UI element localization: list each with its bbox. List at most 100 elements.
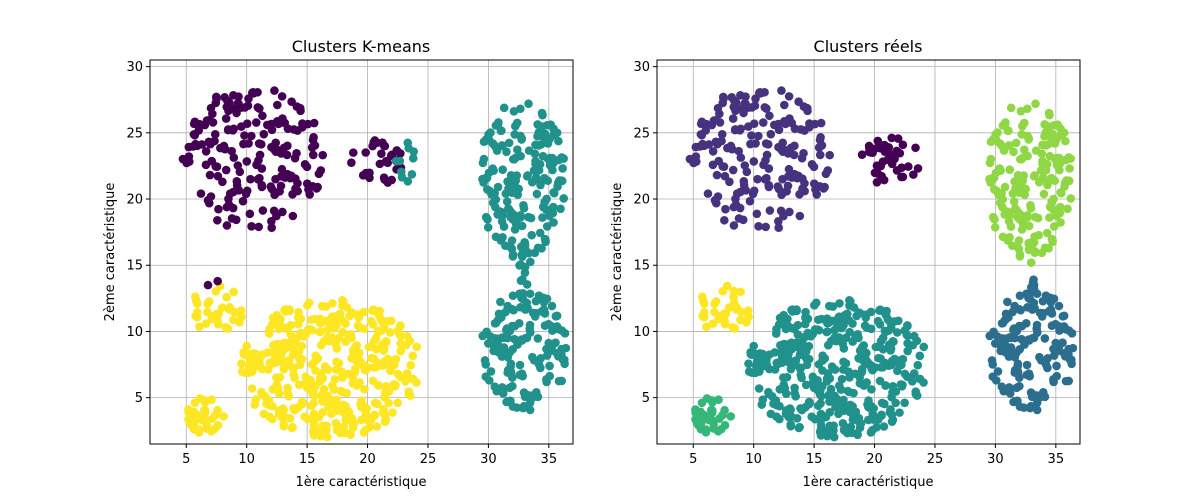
scatter-point — [241, 189, 251, 199]
scatter-point — [503, 352, 513, 362]
scatter-point — [347, 413, 357, 423]
scatter-point — [478, 158, 488, 168]
scatter-point — [782, 372, 792, 382]
scatter-point — [1011, 184, 1020, 193]
scatter-point — [855, 373, 865, 382]
scatter-point — [311, 366, 320, 375]
scatter-point — [900, 369, 910, 379]
scatter-point — [771, 396, 781, 405]
scatter-point — [761, 139, 771, 148]
scatter-point — [1049, 294, 1059, 304]
scatter-point — [1010, 365, 1020, 375]
scatter-point — [1064, 176, 1074, 186]
scatter-point — [542, 222, 552, 231]
scatter-point — [263, 365, 273, 374]
scatter-point — [275, 372, 285, 382]
scatter-point — [558, 164, 567, 173]
scatter-point — [861, 313, 871, 322]
scatter-point — [294, 380, 304, 390]
scatter-point — [802, 360, 812, 370]
scatter-point — [816, 118, 826, 128]
scatter-point — [1000, 210, 1009, 219]
scatter-point — [203, 195, 213, 205]
scatter-point — [545, 361, 554, 371]
scatter-point — [827, 362, 837, 371]
scatter-point — [772, 412, 781, 421]
scatter-point — [383, 317, 393, 326]
scatter-point — [829, 421, 838, 430]
scatter-point — [766, 129, 776, 139]
y-tick-label: 10 — [633, 325, 650, 340]
scatter-point — [816, 132, 825, 142]
scatter-point — [820, 182, 829, 192]
scatter-point — [815, 150, 825, 160]
scatter-point — [809, 179, 819, 188]
scatter-point — [281, 307, 290, 316]
scatter-point — [730, 125, 740, 134]
scatter-point — [508, 402, 518, 411]
scatter-point — [879, 422, 889, 431]
scatter-point — [776, 206, 786, 216]
scatter-point — [1012, 383, 1021, 393]
scatter-point — [718, 162, 728, 171]
scatter-point — [758, 118, 768, 127]
scatter-point — [322, 393, 331, 403]
scatter-point — [519, 401, 529, 411]
scatter-point — [709, 424, 718, 433]
scatter-point — [741, 92, 750, 101]
scatter-point — [717, 130, 727, 139]
scatter-point — [747, 131, 756, 140]
x-tick-label: 10 — [238, 452, 255, 467]
scatter-point — [833, 322, 842, 332]
scatter-point — [784, 164, 794, 174]
scatter-point — [761, 222, 770, 232]
scatter-point — [867, 385, 876, 394]
scatter-point — [320, 362, 330, 371]
scatter-point — [188, 142, 198, 151]
scatter-point — [507, 321, 517, 331]
scatter-point — [508, 252, 518, 261]
scatter-point — [1052, 361, 1061, 371]
scatter-point — [532, 189, 542, 199]
scatter-point — [814, 143, 824, 152]
scatter-point — [279, 421, 289, 431]
scatter-point — [491, 195, 501, 204]
scatter-point — [267, 216, 276, 226]
scatter-point — [386, 151, 396, 161]
scatter-point — [782, 349, 791, 359]
scatter-point — [898, 172, 908, 182]
scatter-point — [1006, 333, 1016, 342]
scatter-point — [739, 180, 749, 190]
scatter-point — [895, 356, 905, 365]
scatter-point — [408, 351, 418, 361]
scatter-point — [273, 356, 283, 366]
scatter-point — [287, 423, 297, 433]
scatter-point — [543, 139, 553, 148]
scatter-point — [538, 213, 547, 222]
scatter-point — [731, 98, 741, 108]
scatter-point — [301, 330, 310, 339]
scatter-point — [868, 365, 877, 375]
scatter-point — [493, 182, 503, 192]
scatter-point — [508, 373, 517, 382]
scatter-point — [396, 331, 406, 341]
scatter-point — [342, 303, 352, 312]
scatter-point — [557, 376, 566, 386]
scatter-point — [703, 189, 713, 198]
scatter-point — [988, 360, 998, 369]
scatter-point — [347, 158, 356, 167]
scatter-point — [257, 182, 267, 192]
scatter-point — [509, 106, 519, 116]
scatter-point — [374, 310, 384, 320]
scatter-point — [213, 215, 222, 225]
scatter-point — [379, 405, 388, 414]
scatter-point — [393, 369, 403, 379]
scatter-point — [777, 190, 786, 200]
scatter-point — [537, 108, 547, 118]
scatter-point — [524, 99, 533, 109]
scatter-point — [205, 170, 215, 180]
scatter-point — [807, 412, 816, 421]
scatter-point — [1056, 218, 1065, 227]
scatter-point — [875, 376, 885, 386]
scatter-point — [757, 400, 767, 409]
